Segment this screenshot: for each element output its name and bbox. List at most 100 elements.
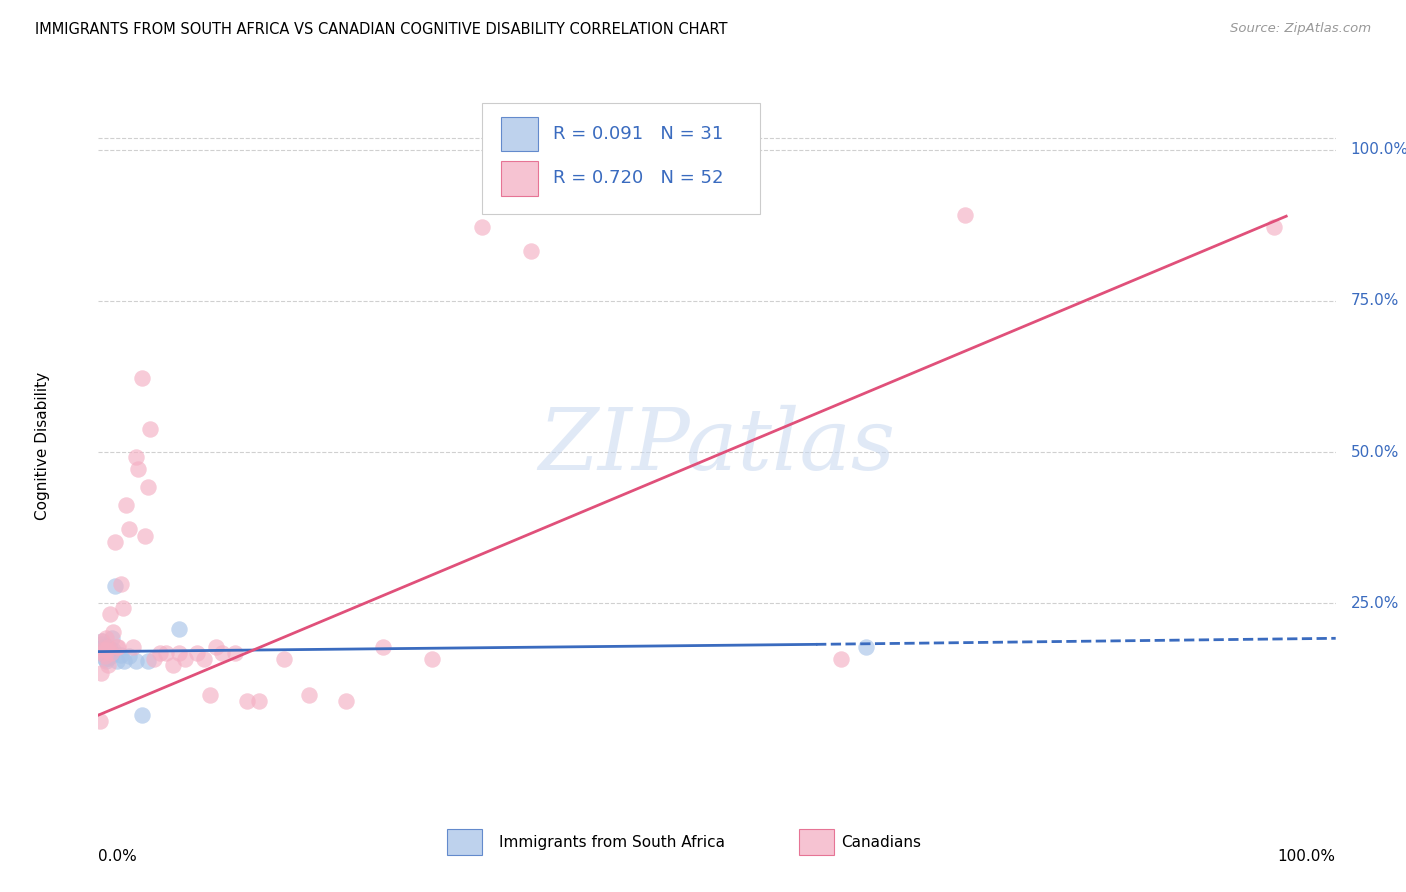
Point	[167, 622, 190, 636]
Text: Source: ZipAtlas.com: Source: ZipAtlas.com	[1230, 22, 1371, 36]
Point	[94, 632, 117, 646]
Point	[89, 641, 111, 656]
Text: R = 0.091   N = 31: R = 0.091 N = 31	[553, 125, 723, 143]
Point	[112, 601, 135, 615]
Point	[100, 645, 122, 659]
Point	[100, 649, 122, 664]
Point	[107, 640, 129, 654]
Point	[335, 694, 357, 708]
FancyBboxPatch shape	[482, 103, 761, 214]
Point	[90, 643, 112, 657]
Point	[114, 498, 136, 512]
Point	[90, 665, 112, 680]
FancyBboxPatch shape	[799, 829, 834, 855]
Point	[98, 648, 121, 662]
Point	[136, 654, 159, 668]
Point	[193, 652, 215, 666]
Point	[211, 646, 233, 660]
Text: 25.0%: 25.0%	[1351, 596, 1399, 611]
Point	[93, 649, 115, 664]
Point	[422, 652, 444, 666]
Text: Cognitive Disability: Cognitive Disability	[35, 372, 51, 520]
Text: ZIPatlas: ZIPatlas	[538, 405, 896, 487]
Point	[155, 646, 177, 660]
Point	[90, 637, 112, 651]
Text: R = 0.720   N = 52: R = 0.720 N = 52	[553, 169, 723, 187]
Point	[118, 649, 141, 664]
Point	[105, 640, 128, 654]
Text: IMMIGRANTS FROM SOUTH AFRICA VS CANADIAN COGNITIVE DISABILITY CORRELATION CHART: IMMIGRANTS FROM SOUTH AFRICA VS CANADIAN…	[35, 22, 728, 37]
Point	[93, 652, 115, 666]
Point	[103, 625, 125, 640]
Point	[103, 579, 125, 593]
Point	[149, 646, 172, 660]
Point	[143, 652, 166, 666]
Point	[520, 244, 543, 259]
Point	[953, 208, 976, 222]
Point	[94, 654, 117, 668]
Point	[247, 694, 270, 708]
Point	[162, 657, 184, 672]
Point	[101, 632, 124, 646]
Point	[371, 640, 394, 654]
Text: 75.0%: 75.0%	[1351, 293, 1399, 309]
Point	[224, 646, 246, 660]
Point	[110, 648, 132, 662]
Text: Canadians: Canadians	[841, 836, 921, 850]
Point	[94, 639, 117, 653]
Point	[97, 657, 120, 672]
Point	[89, 714, 111, 728]
Point	[124, 450, 146, 464]
Point	[97, 640, 120, 654]
Point	[298, 688, 321, 702]
FancyBboxPatch shape	[501, 161, 537, 195]
Point	[205, 640, 228, 654]
Point	[110, 577, 132, 591]
Point	[96, 649, 118, 664]
Point	[1263, 220, 1285, 235]
Point	[134, 528, 156, 542]
Point	[198, 688, 221, 702]
FancyBboxPatch shape	[447, 829, 482, 855]
Point	[93, 640, 115, 654]
Point	[236, 694, 259, 708]
Point	[273, 652, 295, 666]
Point	[124, 654, 146, 668]
Point	[127, 462, 149, 476]
Point	[91, 646, 114, 660]
Point	[136, 480, 159, 494]
FancyBboxPatch shape	[501, 117, 537, 152]
Point	[131, 371, 153, 385]
Text: 100.0%: 100.0%	[1351, 142, 1406, 157]
Point	[131, 708, 153, 723]
Point	[855, 640, 877, 654]
Point	[96, 641, 118, 656]
Point	[98, 607, 121, 621]
Point	[96, 643, 118, 657]
Point	[93, 648, 115, 662]
Text: 50.0%: 50.0%	[1351, 444, 1399, 459]
Point	[830, 652, 852, 666]
Point	[100, 646, 122, 660]
Point	[93, 646, 115, 660]
Point	[471, 220, 494, 235]
Point	[118, 523, 141, 537]
Point	[139, 422, 162, 436]
Point	[91, 643, 114, 657]
Text: Immigrants from South Africa: Immigrants from South Africa	[499, 836, 725, 850]
Point	[91, 633, 114, 648]
Point	[103, 534, 125, 549]
Text: 100.0%: 100.0%	[1278, 849, 1336, 864]
Point	[167, 646, 190, 660]
Point	[93, 643, 115, 657]
Point	[112, 654, 135, 668]
Point	[174, 652, 197, 666]
Point	[98, 641, 121, 656]
Text: 0.0%: 0.0%	[98, 849, 138, 864]
Point	[97, 645, 120, 659]
Point	[122, 640, 145, 654]
Point	[103, 643, 125, 657]
Point	[93, 643, 115, 657]
Point	[105, 654, 128, 668]
Point	[91, 633, 114, 648]
